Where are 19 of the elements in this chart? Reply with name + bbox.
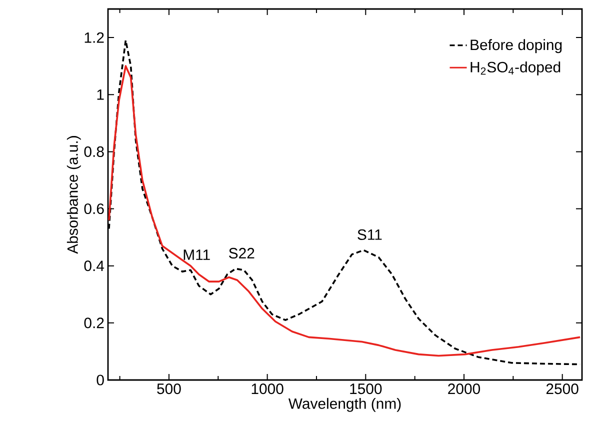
y-tick-label: 0.2 bbox=[84, 318, 104, 328]
x-tick-label: 500 bbox=[157, 384, 181, 394]
annotation: M11 bbox=[184, 250, 210, 260]
y-tick-label: 1.2 bbox=[84, 32, 104, 43]
x-tick-label: 1000 bbox=[252, 384, 284, 394]
x-tick-label: 2500 bbox=[546, 384, 578, 394]
y-tick-label: 0.6 bbox=[84, 203, 104, 214]
x-tick-label: 2000 bbox=[448, 384, 480, 394]
legend-label: Before doping bbox=[470, 39, 562, 54]
y-axis-title: Absorbance (a.u.) bbox=[66, 136, 81, 254]
y-tick-label: 0 bbox=[96, 374, 104, 386]
annotation: S11 bbox=[358, 229, 382, 240]
y-tick-label: 1 bbox=[97, 89, 104, 100]
x-axis-title: Wavelength (nm) bbox=[288, 398, 401, 412]
y-tick-label: 0.8 bbox=[84, 146, 104, 157]
x-tick-label: 1500 bbox=[350, 384, 382, 394]
legend-label: H$_{2}$SO$_{4}$-doped bbox=[470, 61, 560, 76]
y-tick-label: 0.4 bbox=[84, 260, 104, 272]
annotation: S22 bbox=[229, 248, 254, 258]
